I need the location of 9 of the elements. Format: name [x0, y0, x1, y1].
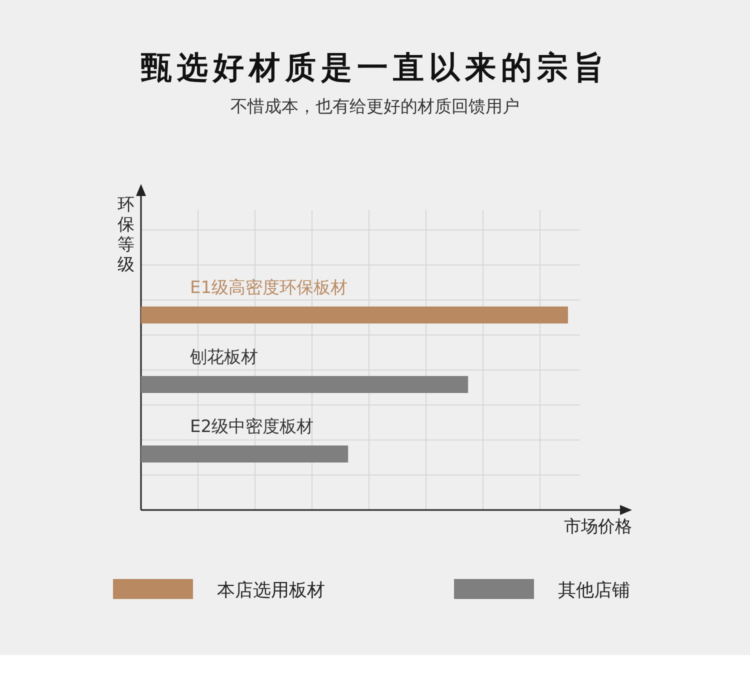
legend-label: 其他店铺 — [558, 580, 630, 601]
legend-label: 本店选用板材 — [217, 580, 325, 601]
x-axis-title: 市场价格 — [564, 517, 632, 537]
chart-title: 甄选好材质是一直以来的宗旨 — [140, 50, 609, 86]
y-axis-title: 环保等级 — [118, 195, 134, 275]
y-tick-label: 刨花板材 — [189, 348, 258, 368]
y-tick-label: E1级高密度环保板材 — [190, 278, 348, 298]
y-tick-label: E2级中密度板材 — [190, 417, 314, 437]
chart-subtitle: 不惜成本，也有给更好的材质回馈用户 — [230, 97, 520, 117]
